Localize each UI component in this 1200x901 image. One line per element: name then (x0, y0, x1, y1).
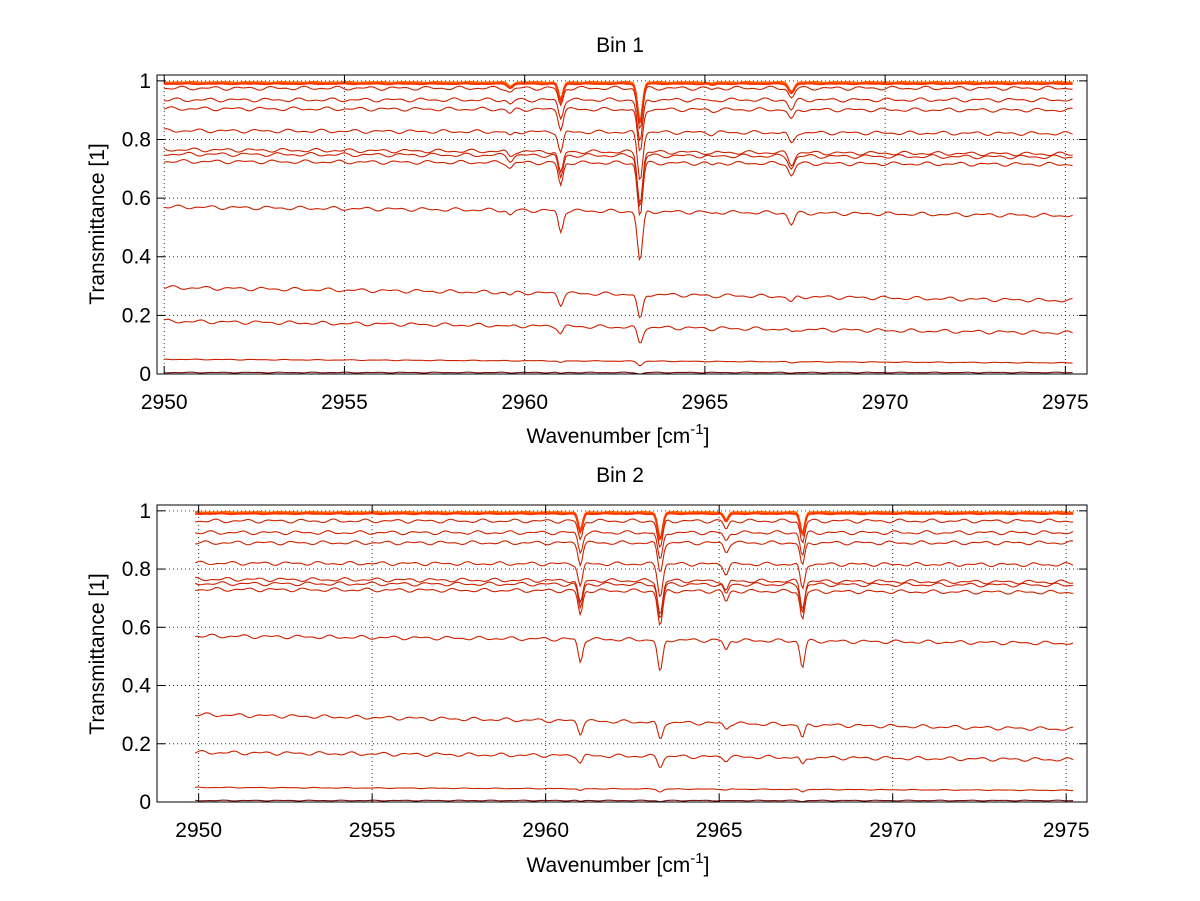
series-line (194, 749, 1074, 768)
series-line (194, 581, 1074, 619)
x-tick-label: 2965 (682, 391, 729, 414)
y-axis-label: Transmittance [1] (86, 573, 109, 734)
series-line (195, 633, 1074, 672)
ticks: 2950 2955 2960 2965 2970 2975 0 0.2 0.4 0.6 0.8 1 (122, 500, 1090, 842)
chart-bin-1: Bin 1 2950 2955 2960 2965 2970 2975 0 0.2 0.4 0.6… (86, 34, 1089, 448)
series-line (164, 85, 1073, 130)
series-line (164, 358, 1073, 367)
series-line (195, 786, 1074, 793)
series-line (164, 97, 1073, 142)
series-line (195, 530, 1074, 560)
series-line (195, 712, 1074, 740)
ticks: 2950 2955 2960 2965 2970 2975 0 0.2 0.4 0.6 0.8 1 (122, 70, 1089, 414)
series-group (194, 510, 1074, 803)
y-axis-label: Transmittance [1] (86, 143, 109, 304)
x-axis-label-text: Wavenumber [cm (527, 425, 691, 448)
y-tick-label: 1 (139, 70, 151, 93)
x-tick-label: 2965 (696, 819, 743, 842)
axes-box (156, 504, 1088, 803)
y-tick-label: 0.4 (122, 246, 152, 269)
series-line (164, 318, 1073, 344)
series-line (164, 128, 1073, 181)
series-line (194, 560, 1074, 598)
x-axis-label-superscript: -1 (690, 850, 703, 867)
x-axis-label-suffix: ] (704, 425, 710, 448)
x-tick-label: 2950 (141, 391, 188, 414)
y-tick-label: 0.2 (122, 304, 151, 327)
y-tick-label: 0.8 (122, 128, 151, 151)
x-axis-label-text: Wavenumber [cm (527, 854, 691, 877)
series-group (163, 80, 1073, 375)
series-line (195, 512, 1074, 541)
x-axis-label: Wavenumber [cm-1] (527, 850, 710, 877)
x-tick-label: 2970 (862, 391, 909, 414)
series-line (195, 518, 1074, 549)
series-line (164, 80, 1073, 124)
series-line (164, 151, 1073, 208)
x-tick-label: 2960 (501, 391, 548, 414)
series-line (164, 204, 1073, 262)
y-tick-label: 0.2 (122, 733, 151, 756)
axes-box (156, 74, 1088, 375)
y-tick-label: 0.6 (122, 187, 151, 210)
series-line (195, 540, 1074, 572)
chart-title: Bin 1 (596, 34, 644, 57)
x-axis-label-suffix: ] (704, 854, 710, 877)
y-tick-label: 0.6 (122, 616, 151, 639)
series-line (163, 106, 1073, 152)
x-tick-label: 2975 (1043, 819, 1090, 842)
x-tick-label: 2955 (321, 391, 368, 414)
chart-bin-2: Bin 2 2950 2955 2960 2965 2970 2975 0 0.2 0.4 0.6… (86, 464, 1090, 877)
chart-title: Bin 2 (596, 464, 644, 487)
x-tick-label: 2960 (522, 819, 569, 842)
x-axis-label: Wavenumber [cm-1] (527, 421, 710, 448)
x-tick-label: 2975 (1042, 391, 1089, 414)
series-line (195, 576, 1074, 615)
x-tick-label: 2950 (175, 819, 222, 842)
y-tick-label: 0.8 (122, 558, 151, 581)
series-line (195, 587, 1074, 626)
series-line (164, 285, 1073, 319)
y-tick-label: 0 (139, 363, 151, 386)
y-tick-label: 1 (139, 500, 151, 523)
series-line (195, 799, 1074, 803)
series-line (163, 147, 1073, 205)
series-line (164, 82, 1073, 125)
series-line (195, 510, 1074, 540)
series-line (164, 159, 1073, 217)
x-axis-label-superscript: -1 (690, 421, 703, 438)
y-tick-label: 0.4 (122, 675, 152, 698)
x-tick-label: 2955 (349, 819, 396, 842)
series-line (164, 371, 1073, 375)
x-tick-label: 2970 (869, 819, 916, 842)
y-tick-label: 0 (139, 791, 151, 814)
